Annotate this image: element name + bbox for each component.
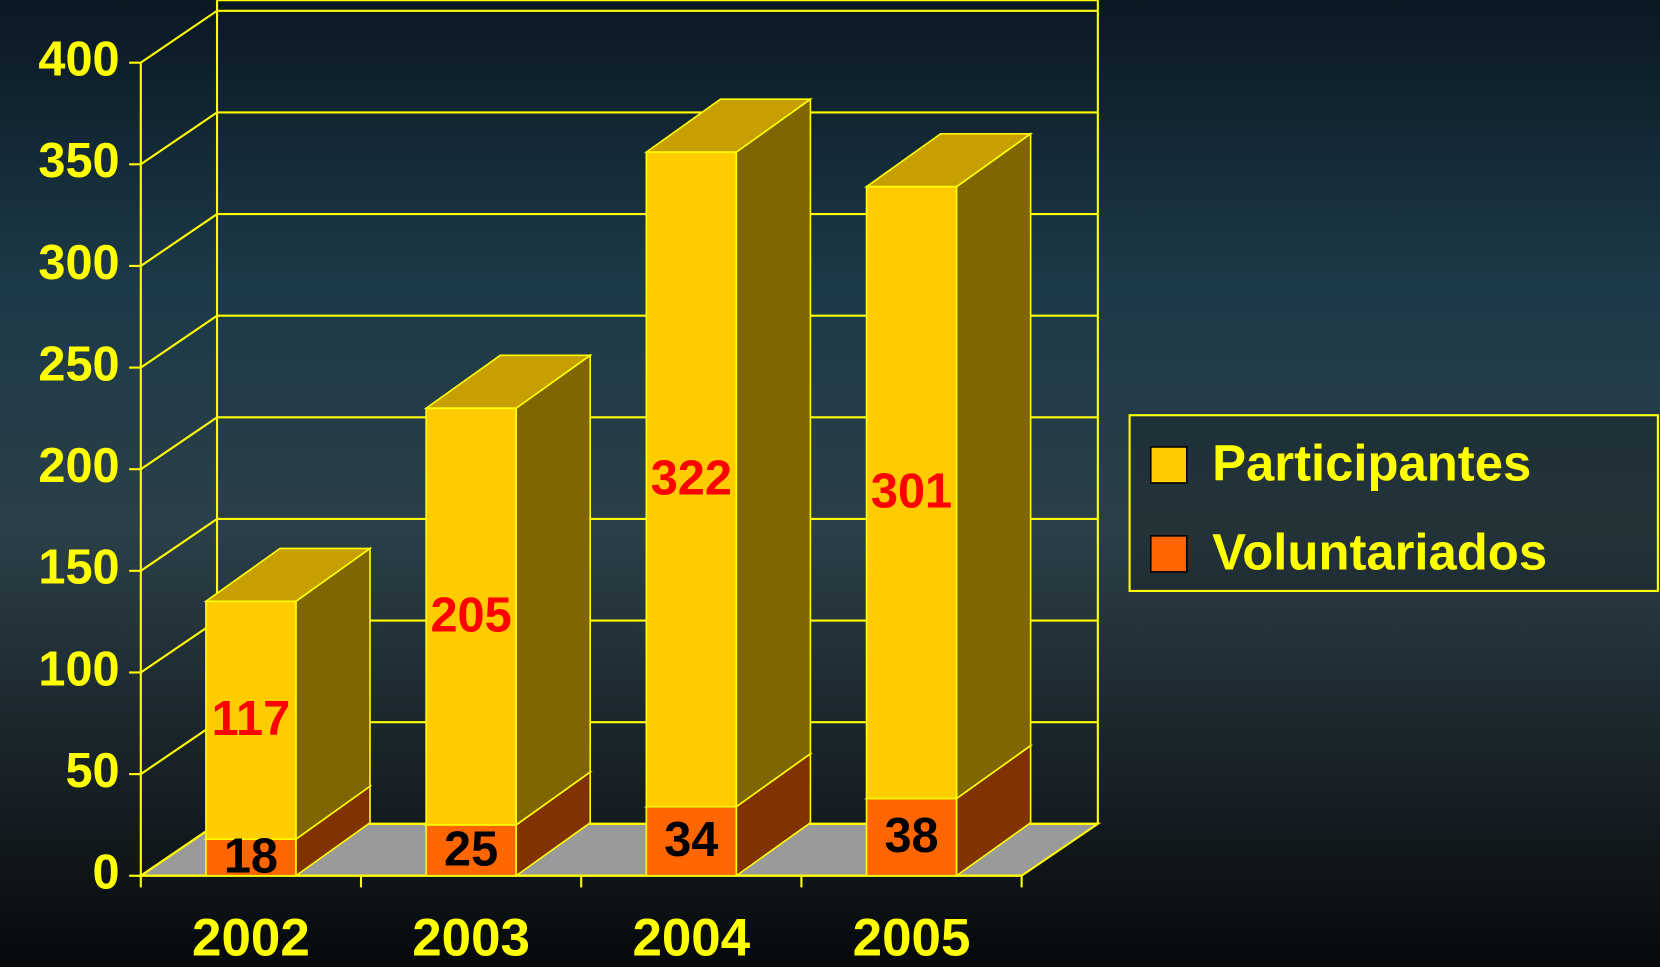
data-label: 205 <box>430 589 511 643</box>
legend-label: Participantes <box>1212 435 1531 492</box>
legend-swatch <box>1151 447 1187 483</box>
data-label: 301 <box>871 465 952 519</box>
x-tick-label: 2004 <box>632 908 750 967</box>
y-tick-label: 200 <box>38 439 119 493</box>
bar-side <box>736 99 810 806</box>
data-label: 18 <box>224 829 278 883</box>
legend-label: Voluntariados <box>1212 523 1547 580</box>
y-tick-label: 0 <box>93 846 120 900</box>
legend-swatch <box>1151 536 1187 572</box>
data-label: 38 <box>884 809 938 863</box>
data-label: 25 <box>444 822 498 876</box>
y-tick-label: 300 <box>38 236 119 290</box>
y-tick-label: 50 <box>65 744 119 798</box>
data-label: 117 <box>212 692 291 746</box>
bar-side <box>957 134 1031 799</box>
page: 0 50 100 150 200 250 300 350 400 2002 18 117 2003 25 2… <box>0 0 1660 967</box>
y-tick-label: 100 <box>38 642 119 696</box>
chart: 0 50 100 150 200 250 300 350 400 2002 18 117 2003 25 2… <box>0 0 1660 967</box>
y-tick-label: 250 <box>38 337 119 391</box>
data-label: 34 <box>664 813 718 867</box>
x-tick-label: 2002 <box>192 908 310 967</box>
bar-side <box>516 355 590 825</box>
data-label: 322 <box>651 451 732 505</box>
x-tick-label: 2005 <box>853 908 971 967</box>
x-tick-label: 2003 <box>412 908 530 967</box>
y-tick-label: 150 <box>38 541 119 595</box>
y-tick-label: 350 <box>38 134 119 188</box>
y-tick-label: 400 <box>38 33 119 87</box>
